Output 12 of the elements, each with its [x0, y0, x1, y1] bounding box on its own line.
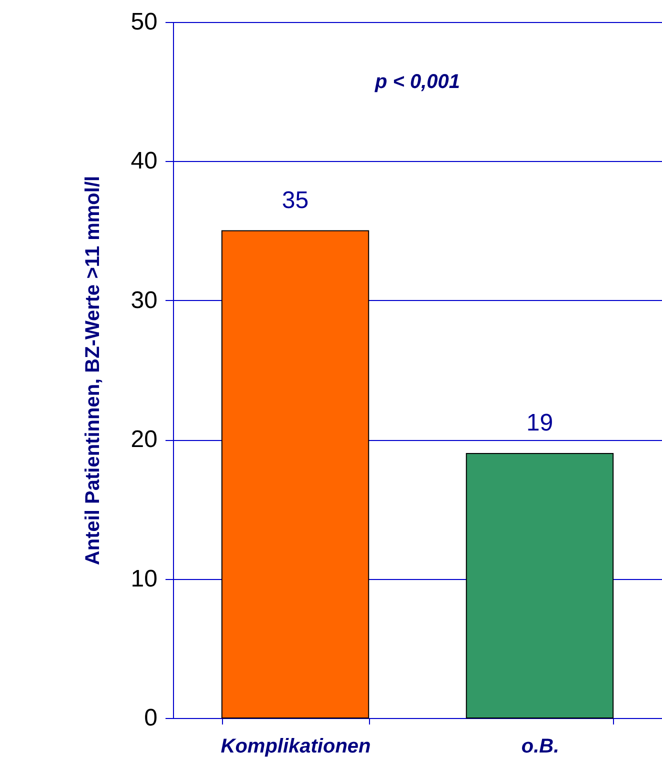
y-tick-label: 10 — [130, 565, 158, 592]
x-tick-label: o.B. — [521, 736, 560, 758]
y-axis-title: Anteil Patientinnen, BZ-Werte >11 mmol/l — [82, 176, 104, 566]
y-tick-label: 40 — [130, 148, 158, 175]
y-tick-label: 30 — [130, 286, 158, 314]
data-label: 19 — [526, 410, 554, 437]
annotation: p < 0,001 — [374, 71, 460, 93]
x-tick-label: Komplikationen — [220, 736, 371, 758]
data-label: 35 — [282, 186, 309, 214]
y-tick-label: 50 — [130, 8, 158, 36]
y-tick-label: 0 — [144, 704, 158, 732]
y-tick-label: 20 — [130, 426, 158, 454]
